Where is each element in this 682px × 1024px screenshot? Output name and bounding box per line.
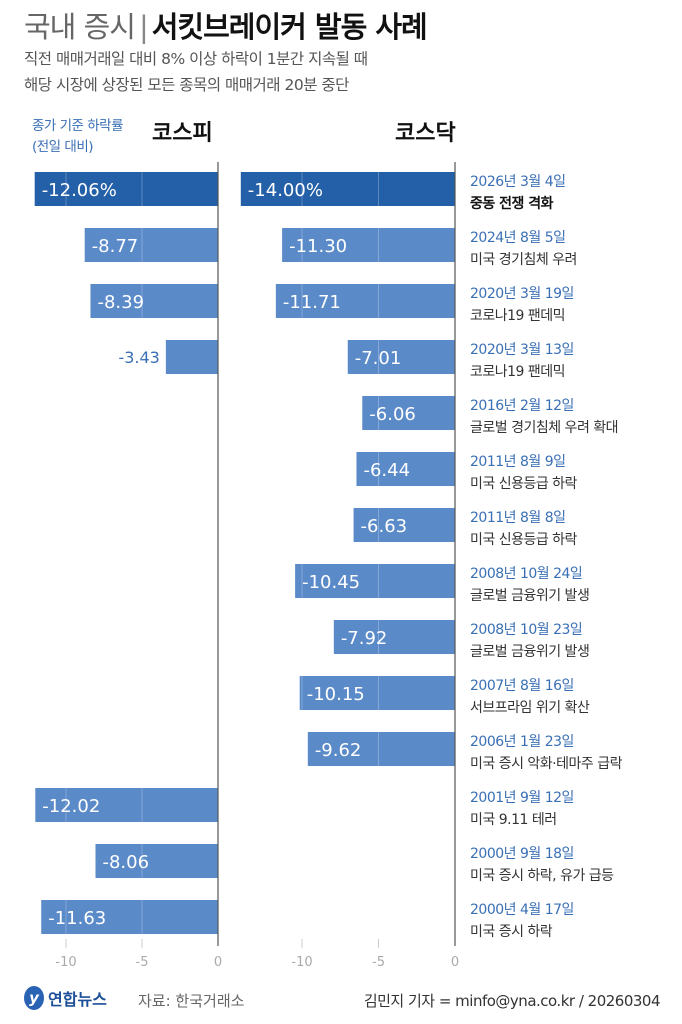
bar-kospi (41, 900, 218, 934)
bar-kosdaq (295, 564, 455, 598)
title-separator: | (138, 10, 149, 44)
bar-kosdaq (299, 676, 455, 710)
category-date: 2001년 9월 12일 (470, 790, 574, 806)
yonhap-logo: y 연합뉴스 (24, 986, 107, 1010)
bar-kosdaq (333, 620, 455, 654)
kospi-title: 코스피 (152, 121, 213, 146)
data-label: -8.06 (102, 852, 149, 873)
category-event: 글로벌 금융위기 발생 (470, 644, 589, 660)
unit-label-line-1: 종가 기준 하락률 (32, 118, 124, 134)
bar-kosdaq (347, 340, 455, 374)
kosdaq-title: 코스닥 (395, 121, 456, 146)
category-date: 2026년 3월 4일 (470, 174, 565, 190)
bar-kospi (165, 340, 218, 374)
category-date: 2007년 8월 16일 (470, 678, 574, 694)
source: 자료: 한국거래소 (138, 992, 245, 1010)
unit-label: 종가 기준 하락률 (전일 대비) (32, 116, 124, 158)
tick-label: 0 (451, 955, 459, 970)
category-date: 2000년 9월 18일 (470, 846, 574, 862)
title-light: 국내 증시 (24, 10, 136, 44)
bar-kospi (34, 172, 218, 206)
data-label: -7.92 (341, 628, 388, 649)
category-event: 미국 신용등급 하락 (470, 532, 578, 548)
bar-kospi (35, 788, 218, 822)
subtitle-line-1: 직전 매매거래일 대비 8% 이상 하락이 1분간 지속될 때 (24, 50, 368, 68)
page-title: 국내 증시 | 서킷브레이커 발동 사례 (24, 4, 428, 46)
tick-label: -10 (55, 955, 76, 970)
data-label: -9.62 (315, 740, 362, 761)
data-label: -11.30 (289, 236, 347, 257)
data-label: -11.63 (48, 908, 106, 929)
category-date: 2011년 8월 9일 (470, 454, 565, 470)
tick-label: -5 (136, 955, 149, 970)
data-label: -6.44 (363, 460, 410, 481)
category-event: 중동 전쟁 격화 (470, 195, 554, 212)
category-event: 글로벌 경기침체 우려 확대 (470, 420, 618, 436)
data-label: -8.77 (92, 236, 139, 257)
data-label: -10.45 (302, 572, 360, 593)
bar-chart: -12.06% -8.77 -8.39 -3.43 -12.02 -8.06 -11.63 -… (34, 162, 623, 970)
bar-kosdaq (356, 452, 455, 486)
category-date: 2000년 4월 17일 (470, 902, 574, 918)
category-event: 미국 신용등급 하락 (470, 476, 578, 492)
category-date: 2008년 10월 24일 (470, 566, 582, 582)
category-date: 2006년 1월 23일 (470, 734, 574, 750)
data-label: -6.63 (361, 516, 408, 537)
logo-text: 연합뉴스 (48, 990, 107, 1009)
data-label: -14.00% (248, 180, 323, 201)
bar-kosdaq (362, 396, 455, 430)
bar-kosdaq (307, 732, 455, 766)
category-event: 미국 증시 악화·테마주 급락 (470, 756, 623, 772)
unit-label-line-2: (전일 대비) (32, 139, 94, 155)
category-event: 코로나19 팬데믹 (470, 308, 565, 324)
title-bold: 서킷브레이커 발동 사례 (151, 10, 428, 44)
data-label: -7.01 (355, 348, 402, 369)
category-date: 2020년 3월 19일 (470, 286, 574, 302)
bar-kospi (95, 844, 218, 878)
category-event: 미국 경기침체 우려 (470, 252, 577, 268)
category-event: 미국 9.11 테러 (470, 812, 557, 828)
bar-kosdaq (353, 508, 455, 542)
category-date: 2011년 8월 8일 (470, 510, 565, 526)
data-label: -11.71 (283, 292, 341, 313)
data-label: -12.06% (42, 180, 117, 201)
bar-kosdaq (240, 172, 455, 206)
subtitle-line-2: 해당 시장에 상장된 모든 종목의 매매거래 20분 중단 (24, 76, 349, 94)
tick-label: -5 (372, 955, 385, 970)
category-event: 미국 증시 하락, 유가 급등 (470, 868, 614, 884)
category-event: 글로벌 금융위기 발생 (470, 588, 589, 604)
category-date: 2008년 10월 23일 (470, 622, 582, 638)
category-date: 2020년 3월 13일 (470, 342, 574, 358)
bar-kospi (90, 284, 218, 318)
bar-kosdaq (282, 228, 455, 262)
data-label: -6.06 (369, 404, 416, 425)
tick-label: 0 (214, 955, 222, 970)
bar-kosdaq (275, 284, 455, 318)
category-date: 2016년 2월 12일 (470, 398, 574, 414)
category-event: 코로나19 팬데믹 (470, 364, 565, 380)
data-label: -10.15 (307, 684, 365, 705)
bar-kospi (84, 228, 218, 262)
data-label: -3.43 (118, 348, 159, 367)
credit: 김민지 기자 = minfo@yna.co.kr / 20260304 (363, 992, 661, 1010)
tick-label: -10 (291, 955, 312, 970)
data-label: -8.39 (97, 292, 144, 313)
category-event: 서브프라임 위기 확산 (470, 700, 590, 716)
category-date: 2024년 8월 5일 (470, 230, 565, 246)
data-label: -12.02 (42, 796, 100, 817)
category-event: 미국 증시 하락 (470, 924, 553, 940)
logo-mark-icon: y (24, 986, 44, 1010)
